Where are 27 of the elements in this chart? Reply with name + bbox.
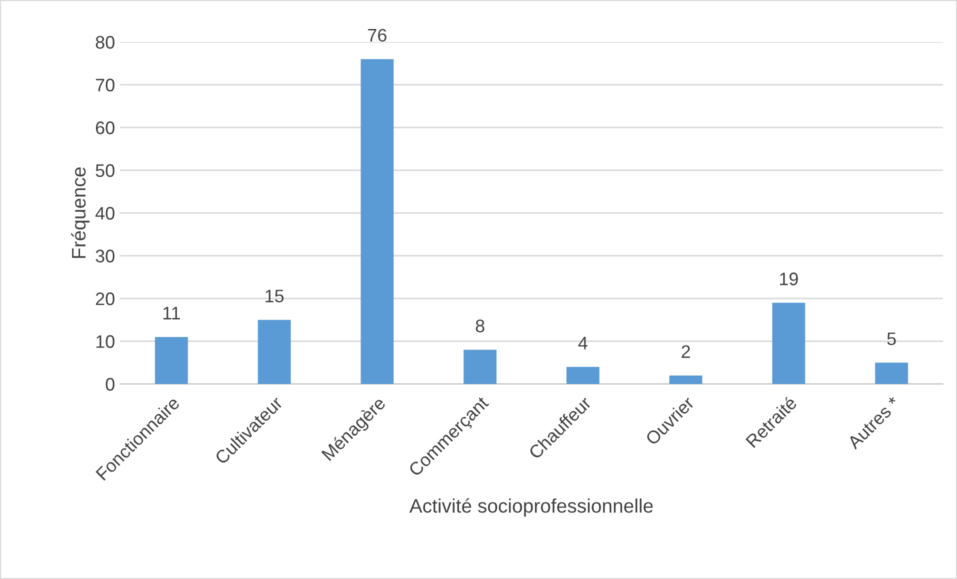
bar <box>669 375 702 384</box>
x-axis-title: Activité socioprofessionnelle <box>409 498 653 517</box>
y-tick-label: 70 <box>96 78 114 92</box>
bar <box>258 320 291 384</box>
y-tick-label: 40 <box>95 206 114 220</box>
y-tick-label: 0 <box>106 378 114 391</box>
data-label: 5 <box>887 332 896 346</box>
bar <box>566 366 600 384</box>
data-label: 11 <box>163 306 180 320</box>
bar <box>464 350 497 384</box>
y-axis-title: Fréquence <box>71 167 90 258</box>
data-label: 15 <box>266 290 284 302</box>
bar <box>360 59 394 384</box>
y-tick-label: 20 <box>96 292 114 306</box>
y-tick-label: 80 <box>96 36 114 49</box>
data-label: 19 <box>780 272 798 286</box>
y-tick-label: 30 <box>96 250 114 262</box>
y-tick-label: 60 <box>96 121 114 134</box>
data-label: 8 <box>476 320 484 332</box>
bar <box>772 302 806 384</box>
bar <box>875 362 908 384</box>
y-tick-label: 50 <box>96 164 114 177</box>
data-label: 4 <box>578 336 588 350</box>
y-tick-label: 10 <box>96 335 114 348</box>
bar <box>154 336 188 384</box>
data-label: 2 <box>682 345 690 358</box>
data-label: 76 <box>368 28 386 42</box>
